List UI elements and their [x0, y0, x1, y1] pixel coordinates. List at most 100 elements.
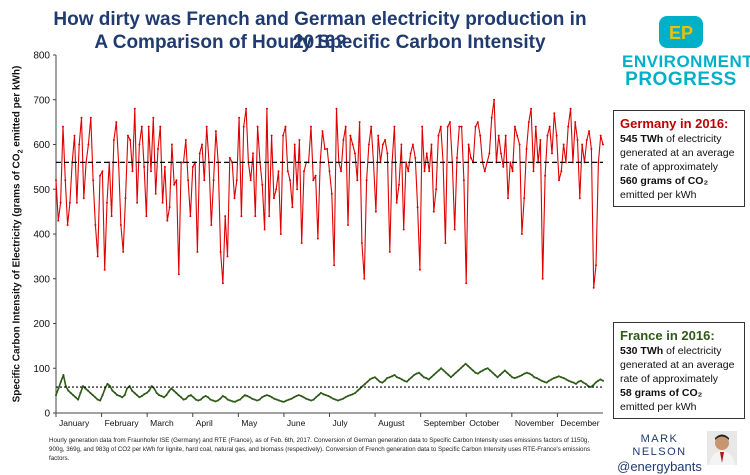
data-point-france — [101, 394, 104, 397]
data-point-germany — [578, 197, 581, 200]
data-point-france — [489, 369, 492, 372]
data-point-germany — [92, 179, 95, 182]
data-point-france — [155, 391, 158, 394]
data-point-germany — [55, 179, 57, 182]
data-point-germany — [437, 134, 440, 137]
data-point-germany — [326, 148, 329, 150]
data-point-germany — [576, 139, 579, 141]
data-point-germany — [516, 134, 519, 137]
data-point-germany — [126, 134, 129, 137]
data-point-germany — [170, 143, 173, 146]
data-point-france — [135, 394, 138, 397]
data-point-france — [565, 378, 568, 381]
data-point-germany — [344, 125, 347, 128]
data-point-germany — [133, 107, 136, 110]
data-point-germany — [249, 179, 252, 182]
data-point-germany — [119, 224, 122, 226]
data-point-france — [346, 395, 349, 397]
data-point-france — [476, 372, 479, 375]
data-point-germany — [224, 215, 227, 218]
data-point-germany — [226, 255, 229, 258]
data-point-france — [116, 394, 119, 397]
data-point-germany — [370, 125, 373, 128]
data-point-france — [528, 372, 531, 375]
data-point-germany — [242, 125, 245, 128]
data-point-france — [197, 399, 200, 402]
data-point-germany — [112, 139, 115, 141]
data-point-france — [599, 378, 602, 381]
data-point-france — [479, 370, 482, 373]
data-point-germany — [432, 210, 435, 213]
author-handle: @energybants — [617, 459, 702, 474]
data-point-germany — [147, 125, 150, 128]
data-point-france — [445, 371, 447, 374]
data-point-germany — [490, 116, 493, 119]
data-point-germany — [201, 143, 203, 146]
data-point-germany — [486, 161, 489, 164]
data-point-france — [94, 396, 97, 399]
data-point-france — [410, 376, 413, 379]
data-point-germany — [150, 170, 152, 173]
data-point-france — [511, 376, 514, 379]
data-point-france — [219, 397, 222, 400]
data-point-france — [339, 398, 342, 401]
data-point-germany — [291, 206, 294, 209]
data-point-france — [474, 371, 477, 374]
data-point-germany — [214, 130, 217, 133]
data-point-germany — [574, 121, 577, 124]
data-point-germany — [136, 201, 139, 204]
x-tick-label: May — [241, 418, 258, 428]
germany-twh: 545 TWh — [620, 133, 664, 145]
x-tick-label: December — [560, 418, 599, 428]
data-point-france — [207, 396, 210, 399]
data-point-germany — [483, 170, 486, 173]
x-tick-label: August — [378, 418, 405, 428]
data-point-france — [214, 400, 217, 403]
data-point-france — [332, 397, 335, 400]
france-heading: France in 2016: — [620, 328, 715, 343]
data-point-germany — [131, 170, 134, 173]
germany-heading: Germany in 2016: — [620, 116, 729, 131]
data-point-france — [418, 371, 420, 374]
x-tick-label: January — [59, 418, 90, 428]
data-point-germany — [395, 201, 398, 204]
data-point-france — [472, 369, 474, 372]
data-point-germany — [228, 156, 231, 159]
data-point-france — [349, 394, 352, 397]
data-point-germany — [203, 179, 206, 182]
data-point-france — [82, 385, 84, 388]
data-point-germany — [507, 197, 509, 200]
data-point-france — [334, 398, 337, 401]
data-point-germany — [411, 143, 414, 146]
data-point-germany — [235, 179, 238, 182]
data-point-france — [187, 395, 190, 397]
data-point-germany — [585, 139, 588, 141]
data-point-germany — [73, 134, 76, 137]
data-point-france — [226, 398, 229, 401]
data-point-germany — [140, 125, 143, 128]
data-point-france — [425, 377, 428, 380]
data-point-germany — [59, 201, 62, 204]
data-point-france — [57, 387, 60, 390]
data-point-france — [251, 397, 254, 400]
data-point-france — [391, 375, 393, 378]
data-point-germany — [272, 197, 275, 200]
data-point-france — [319, 391, 322, 394]
data-point-france — [327, 395, 330, 397]
data-point-germany — [388, 250, 391, 253]
data-point-france — [393, 374, 396, 376]
data-point-germany — [460, 125, 463, 128]
y-tick-label: 200 — [33, 319, 50, 330]
data-point-germany — [101, 170, 104, 173]
data-point-germany — [351, 143, 354, 146]
data-point-germany — [330, 192, 333, 195]
data-point-france — [138, 396, 141, 399]
data-point-france — [398, 377, 401, 380]
data-point-germany — [159, 125, 162, 128]
data-point-france — [560, 376, 563, 379]
data-point-france — [386, 377, 389, 380]
data-point-germany — [64, 179, 67, 182]
data-point-germany — [68, 201, 71, 204]
data-point-france — [148, 389, 151, 392]
data-point-germany — [421, 125, 424, 128]
